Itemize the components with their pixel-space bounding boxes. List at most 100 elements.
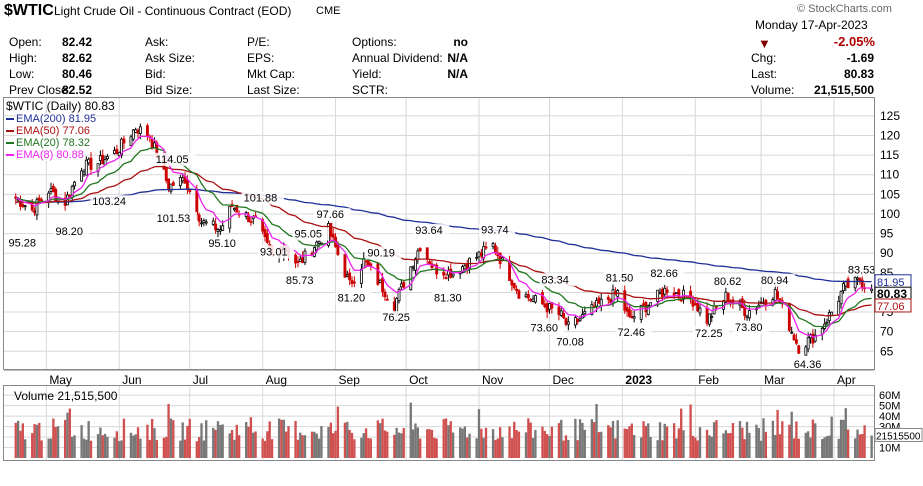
price-annotation: 97.66	[316, 209, 344, 221]
volume-bar	[792, 438, 796, 458]
volume-bar	[858, 434, 862, 458]
down-arrow-icon: ▼	[758, 36, 771, 51]
candle	[416, 248, 420, 264]
volume-bar	[87, 421, 90, 458]
volume-bar	[682, 430, 685, 458]
volume-bar	[560, 419, 563, 458]
volume-bar	[795, 421, 798, 458]
volume-bar	[80, 425, 83, 458]
candle	[425, 247, 429, 265]
volume-bar	[642, 421, 645, 458]
candle	[870, 284, 874, 294]
volume-bar	[806, 431, 810, 458]
field-label: Open:	[9, 35, 42, 49]
candle	[491, 242, 495, 250]
candle	[776, 286, 780, 300]
volume-bar	[562, 440, 565, 458]
volume-bar	[632, 435, 636, 458]
candle	[244, 210, 248, 220]
volume-bar	[122, 418, 126, 458]
volume-bar	[449, 421, 452, 458]
volume-bar	[216, 421, 220, 458]
candle	[479, 248, 483, 259]
volume-bar	[364, 428, 368, 458]
volume-bar	[320, 425, 323, 458]
volume-bar	[790, 411, 793, 458]
annotation-bg	[365, 246, 402, 260]
field-label: Options:	[352, 35, 397, 49]
volume-bar	[491, 429, 495, 458]
volume-bar	[31, 433, 34, 458]
volume-bar	[839, 419, 843, 458]
volume-bar	[663, 423, 666, 458]
volume-bar	[515, 429, 518, 458]
volume-bar	[383, 430, 387, 458]
annotation-bg	[539, 273, 576, 287]
volume-bar	[696, 440, 699, 458]
legend-item: EMA(50) 77.06	[6, 125, 90, 137]
field-label: Ask Size:	[145, 51, 196, 65]
volume-bar	[477, 409, 481, 458]
candle	[531, 295, 535, 303]
candle	[707, 313, 711, 327]
volume-bar	[804, 432, 807, 458]
volume-label: Volume 21,515,500	[14, 389, 118, 403]
volume-bar	[778, 434, 782, 458]
candle	[543, 299, 547, 309]
candle	[597, 295, 601, 304]
annotation-bg	[335, 291, 372, 305]
volume-bar	[247, 426, 250, 458]
volume-bar	[597, 432, 601, 458]
right-value-label: 80.83	[874, 286, 912, 301]
volume-bar	[828, 435, 831, 458]
price-annotation: 81.30	[434, 292, 462, 304]
volume-bar	[103, 433, 107, 458]
candle	[705, 302, 709, 327]
volume-tick-label: 60M	[879, 390, 900, 402]
volume-bar	[578, 419, 582, 458]
month-label: May	[49, 373, 72, 387]
candle	[515, 285, 519, 295]
candle	[350, 276, 354, 288]
volume-bar	[219, 424, 222, 458]
exchange-label: CME	[316, 5, 341, 17]
volume-bar	[393, 434, 396, 458]
candle	[682, 285, 685, 304]
volume-bar	[38, 422, 41, 458]
legend-label: EMA(20) 78.32	[16, 137, 90, 149]
price-annotation: 95.28	[8, 237, 36, 249]
legend-label: EMA(200) 81.95	[16, 113, 97, 125]
month-label: Jun	[122, 373, 141, 387]
field-label: Chg:	[751, 51, 777, 65]
field-label: High:	[9, 51, 38, 65]
field-label: SCTR:	[352, 83, 388, 97]
volume-bar	[844, 408, 847, 458]
annotation-bg	[283, 273, 320, 287]
volume-bar	[825, 436, 829, 458]
annotation-bg	[206, 237, 243, 251]
volume-bar	[823, 437, 826, 458]
volume-bar	[870, 435, 873, 458]
candle	[841, 280, 845, 294]
volume-bar	[458, 427, 462, 458]
volume-bar	[282, 419, 285, 458]
legend-swatch	[6, 118, 14, 121]
volume-bar	[484, 427, 488, 458]
volume-bar	[195, 441, 198, 458]
volume-bar	[567, 439, 570, 458]
candle	[564, 317, 568, 327]
price-tick-label: 65	[880, 344, 894, 358]
volume-bar	[576, 440, 579, 458]
candle	[468, 257, 472, 274]
candle	[145, 123, 149, 141]
candle	[397, 287, 401, 304]
volume-bar	[611, 421, 615, 458]
volume-bar	[649, 437, 652, 458]
volume-bar	[797, 438, 800, 458]
volume-bar	[346, 421, 349, 458]
price-annotation: 85.73	[286, 275, 314, 287]
annotation-bg	[241, 191, 284, 205]
volume-bar	[16, 420, 20, 458]
candle	[216, 227, 220, 238]
volume-bar	[550, 426, 554, 458]
